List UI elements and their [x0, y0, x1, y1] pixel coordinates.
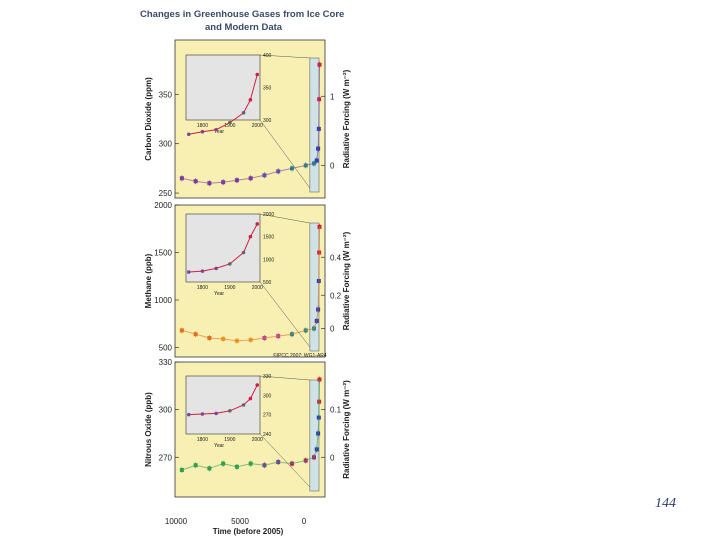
- recent-period-box: [309, 379, 320, 492]
- inset-connector: [259, 54, 310, 59]
- inset-x-tick: 1900: [224, 285, 235, 291]
- rf-tick-label: 0.1: [330, 406, 342, 415]
- figure-title-line2: and Modern Data: [205, 22, 283, 33]
- y-tick-label: 2000: [154, 201, 172, 210]
- x-tick-5000: 5000: [231, 517, 249, 526]
- y-tick-label: 500: [159, 344, 173, 353]
- inset-frame: [185, 375, 261, 435]
- series-line: [181, 379, 320, 471]
- y-axis-label: Methane (ppb): [144, 253, 153, 308]
- inset-connector: [259, 281, 311, 348]
- inset-x-label: Year: [214, 443, 224, 449]
- panel-n2o: 270 300 330 0 0.1 Nitrous Oxide (ppb) Radiativ…: [144, 358, 351, 498]
- panel-ch4: 500 1000 1500 2000 0 0.2 0.4 Methane (ppb) Radia…: [144, 201, 351, 358]
- inset-connector: [259, 375, 310, 381]
- y-axis-label: Carbon Dioxide (ppm): [144, 77, 153, 161]
- recent-period-box: [309, 222, 320, 352]
- inset-line: [188, 223, 258, 273]
- y-tick-label: 1500: [154, 249, 172, 258]
- y-tick-label: 1000: [154, 296, 172, 305]
- inset-x-label: Year: [214, 291, 224, 297]
- inset-x-tick: 1900: [224, 437, 235, 443]
- inset-y-tick: 1500: [263, 235, 274, 241]
- panels: 250 300 350 0 1 Carbon Dioxide (ppm) Radiative…: [144, 39, 351, 498]
- x-tick-10000: 10000: [165, 517, 188, 526]
- inset-frame: [185, 213, 261, 283]
- inset-y-tick: 350: [263, 86, 272, 92]
- y-tick-label: 300: [159, 140, 173, 149]
- inset-x-tick: 2000: [252, 123, 263, 129]
- inset-y-tick: 330: [263, 374, 272, 380]
- x-axis-label: Time (before 2005): [213, 527, 284, 536]
- series-line: [181, 64, 320, 184]
- inset-x-tick: 1800: [197, 285, 208, 291]
- rf-tick-label: 0.2: [330, 291, 342, 300]
- inset-y-tick: 300: [263, 393, 272, 399]
- inset-y-tick: 270: [263, 413, 272, 419]
- rf-axis-label: Radiative Forcing (W m⁻²): [342, 231, 351, 330]
- inset-point: [186, 412, 191, 417]
- inset-y-tick: 2000: [263, 212, 274, 218]
- inset-connector: [259, 213, 310, 224]
- inset-x-tick: 1800: [197, 437, 208, 443]
- y-axis-label: Nitrous Oxide (ppb): [144, 392, 153, 467]
- rf-tick-label: 1: [330, 92, 335, 101]
- rf-tick-label: 0: [330, 325, 335, 334]
- inset-x-tick: 2000: [252, 285, 263, 291]
- series-line: [181, 226, 320, 342]
- inset-x-label: Year: [214, 129, 224, 135]
- inset-y-tick: 500: [263, 280, 272, 286]
- inset-line: [188, 74, 258, 135]
- inset-x-tick: 2000: [252, 437, 263, 443]
- rf-axis-label: Radiative Forcing (W m⁻²): [342, 380, 351, 479]
- y-tick-label: 330: [159, 358, 173, 367]
- inset-connector: [259, 119, 311, 189]
- inset-y-tick: 240: [263, 432, 272, 438]
- inset-x-tick: 1800: [197, 123, 208, 129]
- y-tick-label: 350: [159, 90, 173, 99]
- inset-y-tick: 300: [263, 118, 272, 124]
- y-tick-label: 250: [159, 189, 173, 198]
- figure-title-line1: Changes in Greenhouse Gases from Ice Cor…: [140, 9, 344, 20]
- page-number: 144: [655, 496, 676, 511]
- rf-axis-label: Radiative Forcing (W m⁻²): [342, 69, 351, 168]
- inset-line: [188, 384, 258, 416]
- inset-frame: [185, 54, 261, 121]
- rf-tick-label: 0.4: [330, 253, 342, 262]
- inset-connector: [259, 433, 311, 488]
- rf-tick-label: 0: [330, 453, 335, 462]
- inset-y-tick: 1000: [263, 257, 274, 263]
- panel-co2: 250 300 350 0 1 Carbon Dioxide (ppm) Radiative…: [144, 39, 351, 199]
- x-axis: 10000 5000 0 Time (before 2005): [165, 517, 307, 536]
- inset-x-tick: 1900: [224, 123, 235, 129]
- inset-y-tick: 400: [263, 53, 272, 59]
- y-tick-label: 300: [159, 406, 173, 415]
- recent-period-box: [309, 57, 320, 193]
- copyright-text: ©IPCC 2007: WG1-AR4: [273, 352, 327, 359]
- y-tick-label: 270: [159, 453, 173, 462]
- rf-tick-label: 0: [330, 161, 335, 170]
- x-tick-0: 0: [302, 517, 307, 526]
